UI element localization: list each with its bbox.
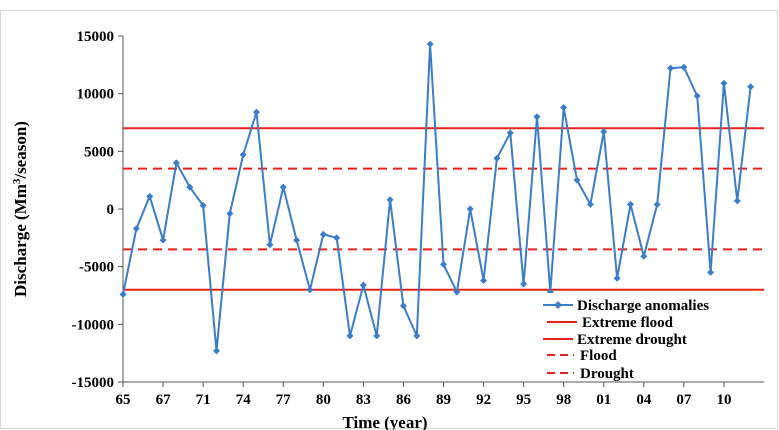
x-tick-label: 01	[596, 392, 611, 408]
y-tick-label: 10000	[77, 87, 115, 103]
x-tick-label: 95	[516, 392, 531, 408]
data-point	[279, 183, 287, 191]
y-tick-label: -15000	[72, 375, 115, 391]
x-tick-label: 74	[236, 392, 252, 408]
y-tick-label: -5000	[79, 260, 114, 276]
data-point	[399, 302, 407, 310]
data-point	[199, 202, 207, 210]
data-point	[266, 241, 274, 249]
data-point	[733, 197, 741, 205]
data-point	[440, 260, 447, 268]
data-point	[520, 280, 528, 288]
data-point	[586, 200, 594, 208]
y-axis-title: Discharge (Mm3/season)	[11, 121, 30, 297]
y-tick-label: 0	[107, 202, 115, 218]
x-axis-title: Time (year)	[342, 413, 427, 430]
legend-marker-discharge	[554, 301, 562, 309]
data-point	[466, 205, 474, 213]
data-point	[373, 332, 381, 340]
data-point	[626, 200, 634, 208]
data-point	[493, 154, 501, 162]
data-point	[453, 288, 461, 296]
data-point	[319, 230, 327, 238]
y-tick-label: -10000	[72, 317, 115, 333]
series-layer	[119, 40, 755, 355]
data-point	[212, 347, 220, 355]
data-point	[573, 176, 581, 184]
data-point	[680, 63, 688, 71]
data-point	[747, 83, 755, 91]
series-line-discharge-anomalies	[122, 43, 752, 352]
legend-label-extreme-drought: Extreme drought	[577, 332, 687, 348]
y-axis-title-main: Discharge (Mm	[11, 184, 30, 297]
y-axis-title-superscript: 3	[11, 178, 23, 184]
data-point	[333, 234, 341, 242]
legend-label-extreme-flood: Extreme flood	[582, 315, 674, 331]
data-point	[667, 64, 675, 72]
data-point	[533, 113, 541, 121]
data-point	[132, 225, 140, 233]
plot-frame	[0, 10, 778, 429]
data-point	[253, 108, 261, 116]
legend-label-drought: Drought	[580, 366, 634, 382]
legend-box	[537, 293, 769, 381]
data-point	[293, 236, 301, 244]
legend-label-flood: Flood	[580, 348, 617, 364]
data-point	[386, 196, 394, 204]
data-point	[146, 192, 154, 200]
x-tick-label: 67	[156, 392, 172, 408]
data-point	[720, 79, 728, 87]
axis-labels: Time (year) Discharge (Mm3/season)	[11, 121, 428, 430]
x-tick-label: 89	[436, 392, 451, 408]
data-point	[119, 290, 127, 298]
data-point	[413, 332, 421, 340]
data-point	[426, 40, 434, 48]
x-tick-label: 65	[116, 392, 131, 408]
x-tick-label: 80	[316, 392, 331, 408]
x-tick-label: 77	[276, 392, 292, 408]
data-point	[239, 151, 247, 159]
data-point	[480, 277, 488, 285]
data-point	[640, 252, 648, 260]
data-point	[306, 286, 314, 294]
data-point	[186, 183, 194, 191]
data-point	[226, 210, 234, 218]
x-tick-label: 10	[716, 392, 731, 408]
x-tick-label: 86	[396, 392, 412, 408]
data-point	[159, 236, 167, 244]
data-point	[600, 128, 608, 136]
x-tick-label: 92	[476, 392, 491, 408]
x-tick-label: 98	[556, 392, 571, 408]
y-tick-label: 5000	[84, 144, 114, 160]
data-point	[613, 274, 621, 282]
x-tick-label: 04	[636, 392, 652, 408]
x-tick-label: 71	[196, 392, 211, 408]
legend: Discharge anomalies Extreme flood Extrem…	[537, 293, 769, 382]
data-point	[707, 268, 715, 276]
data-point	[693, 92, 701, 100]
legend-label-discharge: Discharge anomalies	[577, 298, 709, 314]
x-tick-label: 07	[676, 392, 692, 408]
data-point	[653, 200, 661, 208]
data-point	[560, 104, 568, 112]
x-tick-label: 83	[356, 392, 371, 408]
data-point	[359, 281, 367, 289]
data-point	[346, 332, 354, 340]
data-point	[172, 159, 180, 167]
data-point	[506, 129, 514, 137]
y-tick-label: 15000	[77, 29, 115, 45]
y-axis-title-tail: /season)	[11, 121, 30, 180]
